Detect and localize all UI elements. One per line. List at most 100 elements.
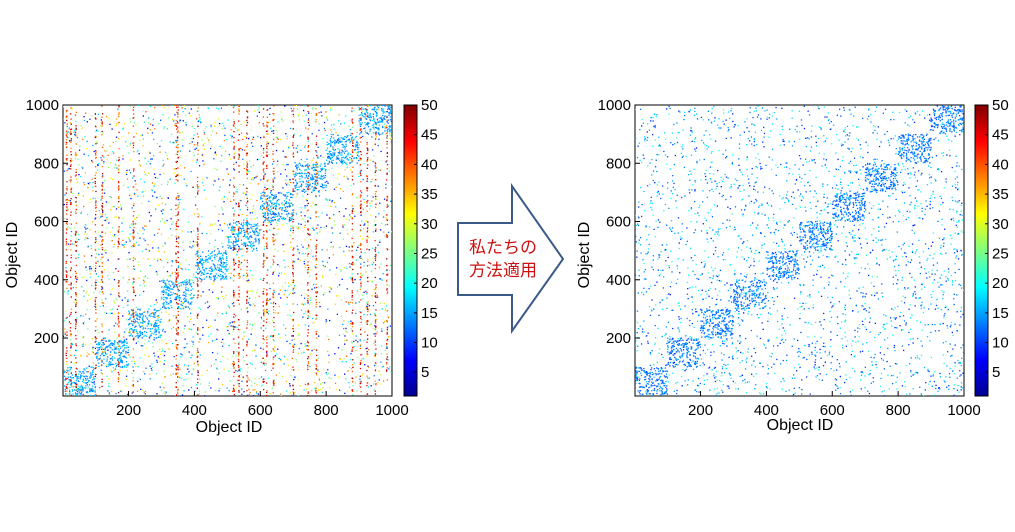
data-point [70, 141, 72, 144]
data-point [298, 186, 300, 188]
data-point [63, 371, 65, 373]
data-point [155, 329, 158, 331]
data-point [291, 281, 293, 284]
data-point [340, 161, 342, 163]
data-point [133, 268, 136, 270]
data-point [154, 329, 156, 331]
data-point [292, 289, 294, 291]
data-point [96, 346, 98, 348]
data-point [188, 371, 190, 373]
data-point [201, 263, 204, 265]
data-point [379, 241, 381, 243]
data-point [221, 275, 223, 277]
data-point [218, 252, 220, 255]
data-point [75, 155, 77, 157]
data-point [163, 280, 165, 282]
data-point [215, 273, 217, 275]
data-point [256, 227, 258, 229]
data-point [75, 293, 77, 295]
data-point [345, 143, 347, 145]
data-point [109, 312, 112, 314]
data-point [69, 368, 71, 370]
data-point [156, 301, 158, 304]
data-point [83, 182, 85, 184]
data-point [285, 196, 288, 198]
data-point [116, 299, 119, 301]
data-point [310, 302, 312, 304]
data-point [390, 264, 392, 266]
data-point [140, 135, 142, 137]
data-point [95, 253, 98, 255]
data-point [258, 238, 260, 240]
data-point [70, 372, 72, 374]
data-point [184, 108, 186, 110]
data-point [133, 265, 135, 267]
data-point [222, 338, 224, 341]
data-point [341, 143, 343, 146]
data-point [241, 213, 244, 216]
data-point [168, 307, 170, 310]
data-point [381, 110, 383, 112]
data-point [133, 242, 135, 245]
data-point [127, 346, 130, 348]
data-point [109, 344, 111, 347]
data-point [149, 378, 151, 380]
data-point [354, 148, 357, 151]
data-point [253, 177, 256, 179]
data-point [324, 129, 326, 131]
data-point [134, 362, 136, 365]
data-point [98, 265, 101, 267]
data-point [359, 108, 361, 110]
data-point [94, 394, 96, 396]
data-point [163, 298, 165, 301]
data-point [197, 120, 199, 123]
data-point [136, 189, 138, 191]
data-point [330, 157, 332, 160]
data-point [128, 313, 130, 315]
data-point [314, 287, 316, 289]
data-point [326, 153, 329, 155]
data-point [101, 291, 104, 293]
data-point [289, 234, 291, 237]
data-point [209, 252, 212, 255]
data-point [312, 177, 314, 180]
data-point [248, 170, 251, 172]
data-point [168, 286, 170, 289]
data-point [238, 245, 240, 247]
data-point [318, 389, 320, 391]
data-point [77, 394, 79, 396]
data-point [356, 196, 358, 199]
data-point [305, 183, 307, 185]
data-point [78, 174, 80, 176]
data-point [239, 329, 241, 331]
data-point [204, 128, 206, 130]
data-point [291, 394, 293, 396]
data-point [342, 224, 344, 226]
data-point [379, 121, 381, 123]
data-point [117, 246, 119, 248]
data-point [92, 371, 94, 373]
data-point [111, 252, 113, 254]
data-point [308, 316, 310, 318]
data-point [128, 332, 130, 334]
data-point [367, 308, 369, 311]
data-point [305, 198, 307, 201]
data-point [148, 320, 150, 323]
data-point [101, 272, 103, 274]
data-point [179, 356, 182, 358]
data-point [275, 208, 277, 210]
data-point [95, 326, 97, 328]
data-point [299, 175, 301, 177]
data-point [232, 249, 234, 251]
data-point [132, 220, 134, 223]
data-point [110, 361, 112, 364]
data-point [101, 279, 103, 281]
data-point [167, 197, 169, 199]
data-point [306, 176, 308, 178]
data-point [95, 237, 97, 239]
data-point [147, 323, 150, 325]
data-point [131, 223, 133, 225]
data-point [261, 200, 264, 202]
data-point [290, 227, 292, 230]
data-point [324, 292, 326, 294]
